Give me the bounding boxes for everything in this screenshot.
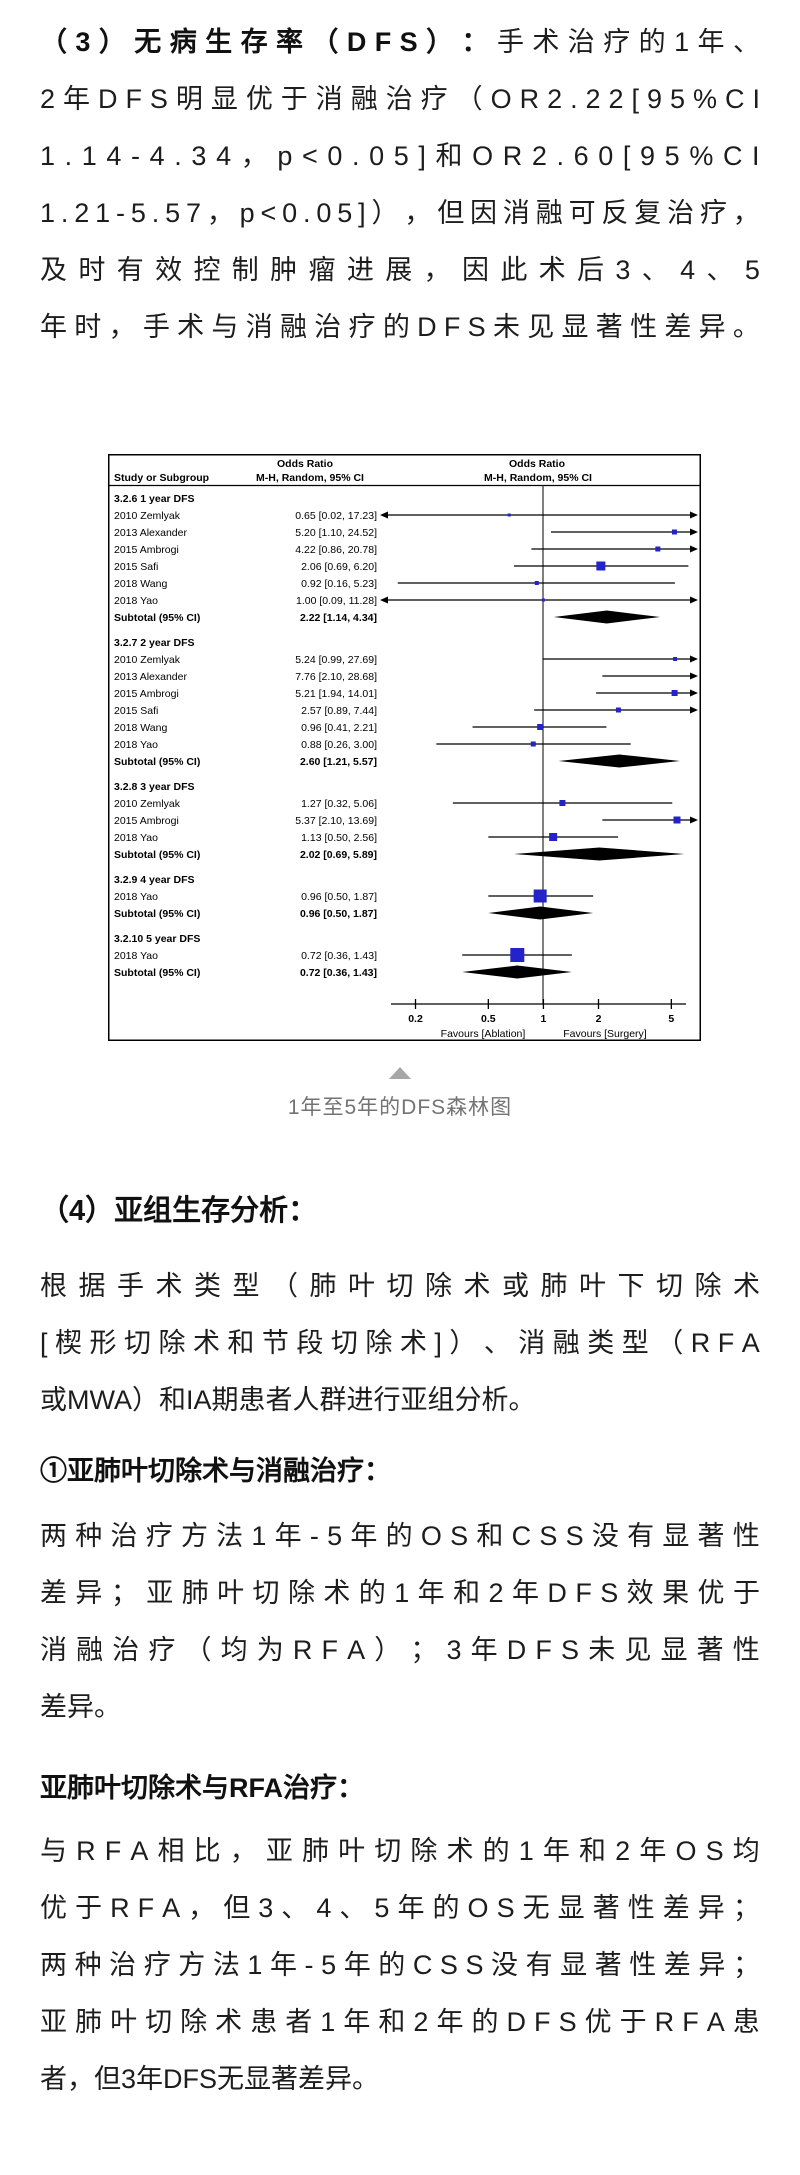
figure-caption: 1年至5年的DFS森林图 (287, 1096, 513, 1119)
text-line: 差异。 (40, 1692, 121, 1722)
svg-text:Subtotal (95% CI): Subtotal (95% CI) (114, 967, 200, 979)
svg-text:5.21 [1.94, 14.01]: 5.21 [1.94, 14.01] (295, 688, 377, 700)
text-line: 1. 2 1-5. 5 7， p <0. 0 5]），但因消融可反复治疗， (40, 198, 760, 228)
svg-text:4.22 [0.86, 20.78]: 4.22 [0.86, 20.78] (295, 544, 377, 556)
svg-text:M-H, Random, 95% CI: M-H, Random, 95% CI (484, 472, 592, 484)
text-line: 与 R F A 相比，亚肺叶切除术的 1 年和 2 年 O S 均 (40, 1836, 760, 1866)
text-line: 1. 1 4-4. 3 4， p <0. 0 5] 和 O R 2. 6 0[9 5% C I (40, 141, 760, 171)
svg-text:5.24 [0.99, 27.69]: 5.24 [0.99, 27.69] (295, 654, 377, 666)
svg-text:2.60 [1.21, 5.57]: 2.60 [1.21, 5.57] (300, 756, 377, 768)
svg-text:Study or Subgroup: Study or Subgroup (114, 472, 209, 484)
article-page: （3）无病生存率（D F S）：手术治疗的 1 年、 2 年 D F S 明显优于消融治疗（O R 2.… (0, 14, 800, 2175)
paragraph-dfs-results: （3）无病生存率（D F S）：手术治疗的 1 年、 2 年 D F S 明显优于消融治疗（O R 2.… (0, 14, 800, 356)
svg-text:2015 Safi: 2015 Safi (114, 705, 158, 717)
svg-text:1.13 [0.50, 2.56]: 1.13 [0.50, 2.56] (301, 832, 377, 844)
svg-text:Subtotal (95% CI): Subtotal (95% CI) (114, 612, 200, 624)
svg-text:3.2.8 3 year DFS: 3.2.8 3 year DFS (114, 781, 195, 793)
text-line: 根据手术类型（肺叶切除术或肺叶下切除术 (40, 1271, 760, 1301)
svg-text:5.37 [2.10, 13.69]: 5.37 [2.10, 13.69] (295, 815, 377, 827)
svg-text:0.96 [0.50, 1.87]: 0.96 [0.50, 1.87] (301, 891, 377, 903)
svg-text:3.2.10 5 year DFS: 3.2.10 5 year DFS (114, 933, 200, 945)
svg-text:Subtotal (95% CI): Subtotal (95% CI) (114, 756, 200, 768)
svg-text:2: 2 (596, 1013, 602, 1025)
svg-text:0.92 [0.16, 5.23]: 0.92 [0.16, 5.23] (301, 578, 377, 590)
svg-text:5.20 [1.10, 24.52]: 5.20 [1.10, 24.52] (295, 527, 377, 539)
svg-text:2015 Ambrogi: 2015 Ambrogi (114, 544, 179, 556)
svg-text:0.5: 0.5 (481, 1013, 496, 1025)
svg-text:2018 Yao: 2018 Yao (114, 832, 158, 844)
svg-text:2018 Yao: 2018 Yao (114, 891, 158, 903)
svg-text:2018 Wang: 2018 Wang (114, 722, 167, 734)
svg-text:0.96 [0.41, 2.21]: 0.96 [0.41, 2.21] (301, 722, 377, 734)
heading-sublobar-vs-rfa: 亚肺叶切除术与RFA治疗： (40, 1773, 364, 1803)
svg-text:0.72 [0.36, 1.43]: 0.72 [0.36, 1.43] (300, 967, 377, 979)
svg-text:0.88 [0.26, 3.00]: 0.88 [0.26, 3.00] (301, 739, 377, 751)
svg-text:7.76 [2.10, 28.68]: 7.76 [2.10, 28.68] (295, 671, 377, 683)
svg-text:2.22 [1.14, 4.34]: 2.22 [1.14, 4.34] (300, 612, 377, 624)
forest-plot: Odds Ratio Odds Ratio Study or Subgroup M-H… (108, 454, 701, 1046)
svg-text:0.2: 0.2 (408, 1013, 423, 1025)
svg-text:3.2.7 2 year DFS: 3.2.7 2 year DFS (114, 637, 195, 649)
svg-text:2018 Yao: 2018 Yao (114, 739, 158, 751)
svg-text:2010 Zemlyak: 2010 Zemlyak (114, 798, 181, 810)
svg-text:3.2.6 1 year DFS: 3.2.6 1 year DFS (114, 493, 195, 505)
svg-text:2013 Alexander: 2013 Alexander (114, 527, 187, 539)
svg-text:2.57 [0.89, 7.44]: 2.57 [0.89, 7.44] (301, 705, 377, 717)
paragraph-sublobar-vs-ablation: 两种治疗方法 1 年 -5 年的 O S 和 C S S 没有显著性差异；亚肺叶切除术的 1 年和 2 年 D F… (0, 1508, 800, 1736)
text-line: 两种治疗方法 1 年 -5 年的 C S S 没有显著性差异； (40, 1950, 760, 1980)
text-line: 及时有效控制肿瘤进展，因此术后 3、 4、 5 (40, 255, 760, 285)
text-line: 者，但3年DFS无显著差异。 (40, 2064, 380, 2094)
text-line: 优于 R F A，但 3、 4、 5 年的 O S 无显著性差异； (40, 1893, 760, 1923)
svg-text:0.72 [0.36, 1.43]: 0.72 [0.36, 1.43] (301, 950, 377, 962)
paragraph-subgroup-intro: 根据手术类型（肺叶切除术或肺叶下切除术 [楔形切除术和节段切除术]）、消融类型（R… (0, 1258, 800, 1429)
svg-text:2.02 [0.69, 5.89]: 2.02 [0.69, 5.89] (300, 849, 377, 861)
svg-text:3.2.9 4 year DFS: 3.2.9 4 year DFS (114, 874, 195, 886)
svg-text:5: 5 (668, 1013, 674, 1025)
svg-text:0.96 [0.50, 1.87]: 0.96 [0.50, 1.87] (300, 908, 377, 920)
text-line: 差异；亚肺叶切除术的 1 年和 2 年 D F S 效果优于 (40, 1578, 760, 1608)
svg-text:Favours [Surgery]: Favours [Surgery] (563, 1028, 647, 1040)
svg-text:2015 Ambrogi: 2015 Ambrogi (114, 688, 179, 700)
svg-text:1.27 [0.32, 5.06]: 1.27 [0.32, 5.06] (301, 798, 377, 810)
svg-text:M-H, Random, 95% CI: M-H, Random, 95% CI (256, 472, 364, 484)
text-line: 年时，手术与消融治疗的 D F S 未见显著性差异。 (40, 312, 760, 342)
svg-text:2018 Yao: 2018 Yao (114, 595, 158, 607)
paragraph-sublobar-vs-rfa: 与 R F A 相比，亚肺叶切除术的 1 年和 2 年 O S 均优于 R F A，但 3、 4、 5 年的 O S 无显… (0, 1823, 800, 2108)
heading-subgroup-analysis: （4）亚组生存分析： (40, 1195, 318, 1227)
text-line: 消融治疗（均为 R F A）； 3 年 D F S 未见显著性 (40, 1635, 760, 1665)
svg-text:2013 Alexander: 2013 Alexander (114, 671, 187, 683)
heading-sublobar-vs-ablation: ①亚肺叶切除术与消融治疗： (40, 1456, 391, 1486)
svg-text:0.65 [0.02, 17.23]: 0.65 [0.02, 17.23] (295, 510, 377, 522)
svg-text:2015 Ambrogi: 2015 Ambrogi (114, 815, 179, 827)
svg-text:2018 Yao: 2018 Yao (114, 950, 158, 962)
forest-plot-figure[interactable]: Odds Ratio Odds Ratio Study or Subgroup M-H… (108, 454, 701, 1041)
text-line: 2 年 D F S 明显优于消融治疗（O R 2. 2 2[9 5% C I (40, 84, 760, 114)
svg-text:1: 1 (540, 1013, 546, 1025)
svg-text:2018 Wang: 2018 Wang (114, 578, 167, 590)
svg-text:1.00 [0.09, 11.28]: 1.00 [0.09, 11.28] (296, 595, 377, 607)
svg-text:2010 Zemlyak: 2010 Zemlyak (114, 654, 181, 666)
svg-text:Odds Ratio: Odds Ratio (277, 458, 333, 470)
text-line: [楔形切除术和节段切除术]）、消融类型（R F A (40, 1328, 760, 1358)
svg-text:2010 Zemlyak: 2010 Zemlyak (114, 510, 181, 522)
svg-text:Subtotal (95% CI): Subtotal (95% CI) (114, 908, 200, 920)
caption-triangle-icon (389, 1067, 411, 1079)
svg-text:Favours [Ablation]: Favours [Ablation] (441, 1028, 526, 1040)
svg-text:Subtotal (95% CI): Subtotal (95% CI) (114, 849, 200, 861)
text-line: 或MWA）和IA期患者人群进行亚组分析。 (40, 1385, 536, 1415)
svg-text:Odds Ratio: Odds Ratio (509, 458, 565, 470)
text-line: （3）无病生存率（D F S）：手术治疗的 1 年、 (40, 27, 760, 57)
svg-text:2.06 [0.69, 6.20]: 2.06 [0.69, 6.20] (301, 561, 377, 573)
svg-text:2015 Safi: 2015 Safi (114, 561, 158, 573)
